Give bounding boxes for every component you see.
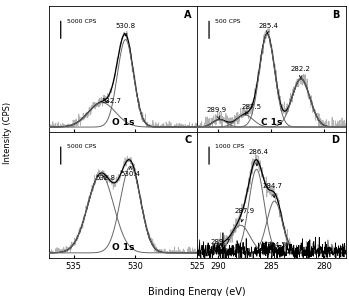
Text: 5000 CPS: 5000 CPS <box>67 19 96 24</box>
Text: 289.9: 289.9 <box>207 107 227 119</box>
Text: Binding Energy (eV): Binding Energy (eV) <box>148 287 246 296</box>
Text: 282.2: 282.2 <box>290 66 310 78</box>
Text: 530.4: 530.4 <box>120 167 141 177</box>
Text: B: B <box>332 10 340 20</box>
Text: 500 CPS: 500 CPS <box>215 19 240 24</box>
Text: O 1s: O 1s <box>112 244 134 252</box>
Text: Intensity (CPS): Intensity (CPS) <box>3 102 13 164</box>
Text: C 1s: C 1s <box>261 118 282 127</box>
Text: 532.7: 532.7 <box>102 98 122 104</box>
Text: C 1s: C 1s <box>261 244 282 252</box>
Text: 284.7: 284.7 <box>263 183 283 197</box>
Text: D: D <box>332 136 340 146</box>
Text: A: A <box>184 10 191 20</box>
Text: 289.7: 289.7 <box>211 239 231 246</box>
Text: 287.9: 287.9 <box>234 208 254 222</box>
Text: 287.5: 287.5 <box>242 104 262 115</box>
Text: 286.4: 286.4 <box>248 149 268 166</box>
Text: 285.4: 285.4 <box>259 23 279 33</box>
Text: 284.5: 284.5 <box>266 242 286 249</box>
Text: 5000 CPS: 5000 CPS <box>67 144 96 149</box>
Text: C: C <box>184 136 191 146</box>
Text: 532.8: 532.8 <box>96 175 116 181</box>
Text: 1000 CPS: 1000 CPS <box>215 144 244 149</box>
Text: 530.8: 530.8 <box>116 23 136 36</box>
Text: O 1s: O 1s <box>112 118 134 127</box>
